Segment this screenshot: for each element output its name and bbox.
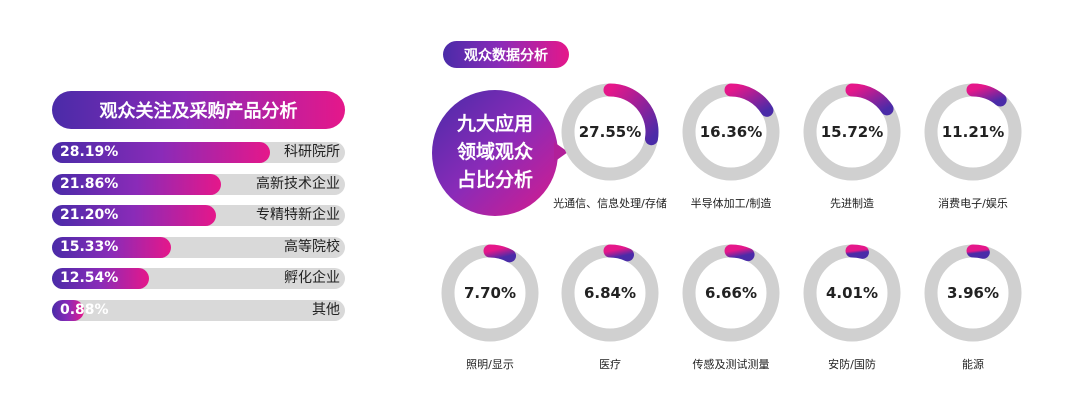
bar [52, 173, 222, 195]
bar-category-label: 高等院校 [284, 238, 340, 255]
donut-category-label: 先进制造 [830, 196, 874, 210]
donut-slice [845, 244, 869, 259]
donut-slice [483, 244, 517, 263]
donut-value-label: 4.01% [826, 284, 878, 302]
donut: 4.01% 安防/国防 [803, 244, 901, 371]
center-text: 九大应用 领域观众 占比分析 [432, 110, 558, 194]
bar [52, 236, 171, 258]
donut-category-label: 传感及测试测量 [693, 358, 770, 371]
donut: 11.21% 消费电子/娱乐 [924, 83, 1022, 210]
donut-value-label: 3.96% [947, 284, 999, 302]
donut-track [441, 244, 539, 342]
left-chart-title: 观众关注及采购产品分析 [52, 91, 345, 129]
donut-slice [724, 244, 755, 262]
donut: 15.72% 先进制造 [803, 83, 901, 210]
bar-row: 28.19% 科研院所 [52, 142, 345, 163]
donut-value-label: 16.36% [700, 123, 762, 141]
bar-row: 21.20% 专精特新企业 [52, 205, 345, 226]
donut-track [682, 244, 780, 342]
donut-slice [603, 244, 634, 262]
center-line: 占比分析 [456, 169, 533, 191]
donut: 7.70% 照明/显示 [441, 244, 539, 371]
bar [52, 299, 84, 321]
donut-slice [966, 244, 990, 259]
bar-row: 0.88% 其他 [52, 299, 345, 321]
donut: 6.84% 医疗 [561, 244, 659, 371]
bar-value-label: 15.33% [60, 238, 119, 255]
donut-value-label: 11.21% [942, 123, 1004, 141]
bar [52, 205, 216, 226]
bar-category-label: 专精特新企业 [256, 207, 340, 223]
center-line: 领域观众 [456, 141, 533, 163]
donut-track [561, 83, 659, 181]
donut-track [682, 83, 780, 181]
donut: 16.36% 半导体加工/制造 [682, 83, 780, 210]
bar [52, 268, 149, 289]
donut-category-label: 光通信、信息处理/存储 [553, 196, 667, 210]
bar-track [52, 299, 345, 321]
bar-category-label: 其他 [312, 301, 340, 318]
donut-track [924, 83, 1022, 181]
bar-row: 15.33% 高等院校 [52, 236, 345, 258]
bar-category-label: 科研院所 [284, 144, 340, 160]
donut: 27.55% 光通信、信息处理/存储 [553, 83, 667, 210]
donut-category-label: 安防/国防 [828, 357, 876, 371]
donut: 3.96% 能源 [924, 244, 1022, 371]
center-line: 九大应用 [456, 113, 533, 135]
bar-category-label: 高新技术企业 [256, 175, 340, 192]
donut-slice [966, 83, 1007, 107]
donut-value-label: 6.66% [705, 284, 757, 302]
bar-category-label: 孵化企业 [284, 270, 340, 286]
bar [52, 142, 270, 163]
bar-row: 21.86% 高新技术企业 [52, 173, 345, 195]
donut-slice [845, 83, 894, 116]
bar-row: 12.54% 孵化企业 [52, 268, 345, 289]
donut-category-label: 能源 [962, 357, 984, 371]
bar-value-label: 21.20% [60, 207, 119, 223]
donut-category-label: 照明/显示 [466, 358, 514, 371]
donut-value-label: 6.84% [584, 284, 636, 302]
donut-category-label: 半导体加工/制造 [691, 196, 772, 210]
bar-value-label: 0.88% [60, 301, 109, 318]
donut: 6.66% 传感及测试测量 [682, 244, 780, 371]
right-chart-title: 观众数据分析 [443, 41, 569, 68]
donut-track [803, 244, 901, 342]
bar-value-label: 28.19% [60, 144, 119, 160]
donut-track [803, 83, 901, 181]
bar-value-label: 21.86% [60, 175, 119, 192]
donut-slice [724, 83, 774, 117]
donut-slice [603, 83, 659, 146]
center-bubble: 九大应用 领域观众 占比分析 [432, 90, 568, 216]
donut-value-label: 27.55% [579, 123, 641, 141]
donut-track [561, 244, 659, 342]
donut-track [924, 244, 1022, 342]
donut-value-label: 7.70% [464, 284, 516, 302]
donut-category-label: 医疗 [599, 357, 621, 371]
donut-category-label: 消费电子/娱乐 [938, 196, 1008, 210]
bar-value-label: 12.54% [60, 270, 119, 286]
donut-value-label: 15.72% [821, 123, 883, 141]
